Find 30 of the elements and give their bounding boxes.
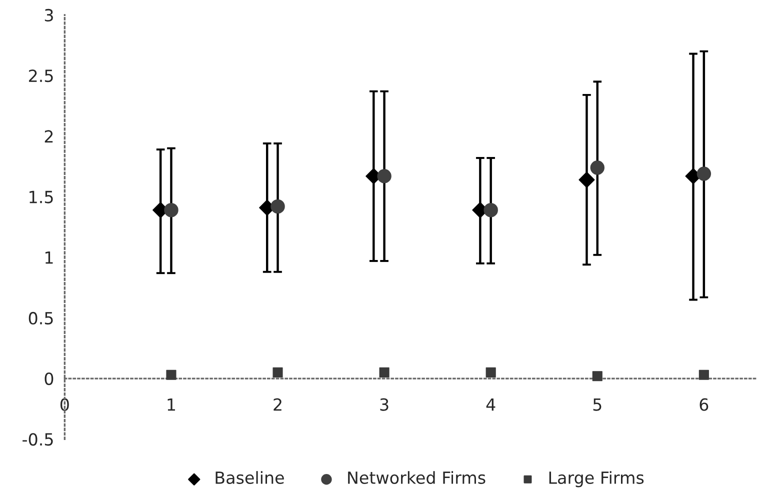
y-tick-label: 2 bbox=[44, 130, 53, 142]
point bbox=[578, 172, 595, 188]
y-tick-label: -0.5 bbox=[22, 433, 53, 446]
y-tick-label: 1.5 bbox=[30, 190, 53, 204]
point bbox=[696, 166, 712, 181]
y-tick-label: 0.5 bbox=[28, 312, 53, 325]
y-tick-label: 3 bbox=[44, 8, 53, 22]
point bbox=[166, 370, 176, 380]
point bbox=[377, 169, 392, 184]
x-tick-label: 2 bbox=[274, 398, 282, 411]
point bbox=[486, 367, 496, 378]
x-tick-label: 4 bbox=[486, 398, 496, 411]
x-tick-label: 5 bbox=[593, 398, 602, 411]
x-tick-label: 3 bbox=[380, 398, 388, 411]
y-tick-label: 1 bbox=[45, 252, 53, 264]
point bbox=[592, 371, 602, 382]
y-tick-label: 0 bbox=[44, 372, 54, 386]
legend-label: Large Firms bbox=[549, 471, 644, 488]
point bbox=[698, 370, 709, 380]
point bbox=[379, 367, 390, 378]
legend-label: Baseline bbox=[216, 471, 284, 484]
x-tick-label: 1 bbox=[168, 398, 175, 411]
y-tick-label: 2.5 bbox=[28, 70, 53, 82]
x-tick-label: 6 bbox=[700, 398, 708, 411]
point bbox=[484, 202, 498, 218]
point bbox=[590, 160, 605, 175]
point bbox=[270, 199, 285, 214]
legend-label: Networked Firms bbox=[348, 471, 486, 484]
point bbox=[272, 367, 283, 378]
point bbox=[164, 202, 178, 218]
